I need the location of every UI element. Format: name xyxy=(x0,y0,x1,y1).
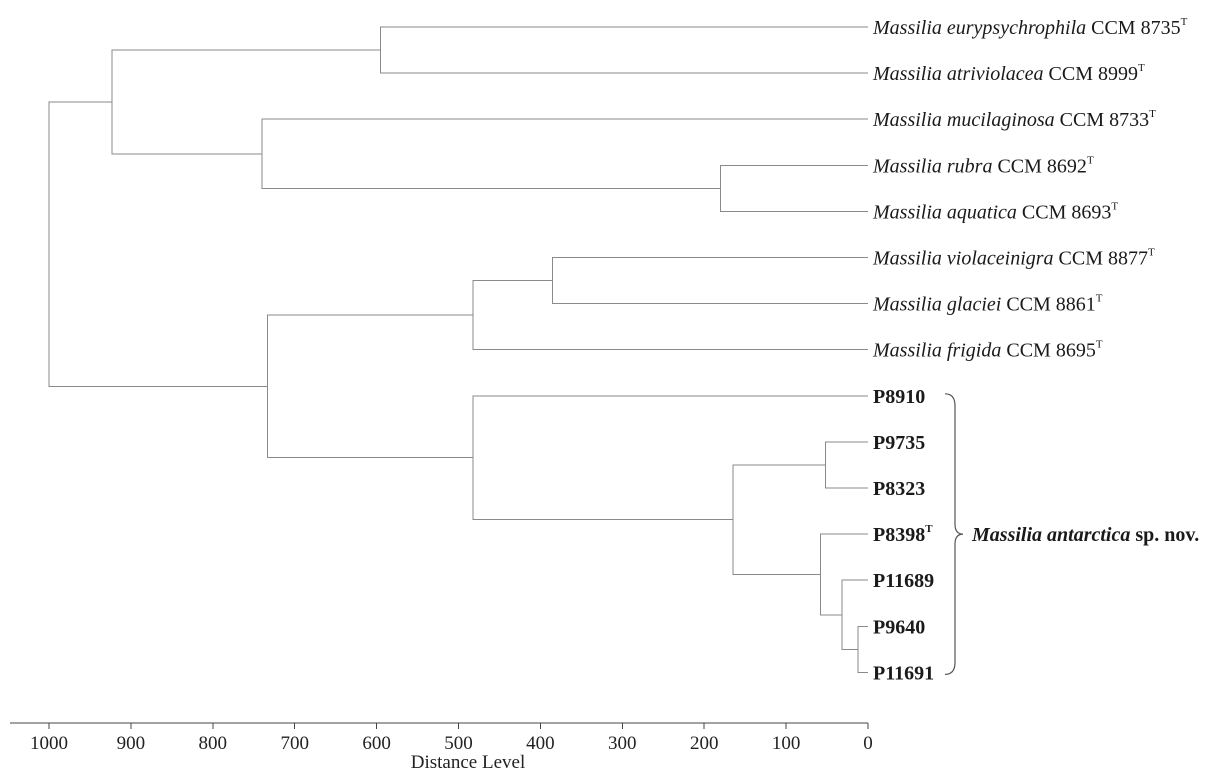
leaf-label: Massilia atriviolacea CCM 8999T xyxy=(872,62,1145,85)
leaf-labels: Massilia eurypsychrophila CCM 8735T Massi… xyxy=(872,16,1188,684)
leaf-label: Massilia violaceinigra CCM 8877T xyxy=(872,247,1155,270)
tick-label: 400 xyxy=(526,733,555,754)
tick-label: 300 xyxy=(608,733,637,754)
branch-merge-10 xyxy=(732,464,826,575)
branch-merge-13 xyxy=(48,101,268,387)
branch-merge-3 xyxy=(111,49,381,155)
dendrogram-branches xyxy=(48,26,868,673)
leaf-label: P11691 xyxy=(873,662,934,684)
tick-label: 1000 xyxy=(30,733,68,754)
leaf-label: Massilia aquatica CCM 8693T xyxy=(872,200,1118,223)
leaf-label: P11689 xyxy=(873,570,934,592)
tick-label: 500 xyxy=(444,733,473,754)
leaf-label: Massilia eurypsychrophila CCM 8735T xyxy=(872,16,1188,39)
branch-merge-6 xyxy=(824,441,868,489)
group-annotation: Massilia antarctica sp. nov. xyxy=(944,393,1199,675)
branch-merge-11 xyxy=(472,395,868,521)
branch-merge-7 xyxy=(857,625,868,673)
leaf-label: Massilia frigida CCM 8695T xyxy=(872,339,1103,362)
leaf-label: Massilia mucilaginosa CCM 8733T xyxy=(872,108,1156,131)
axis-title: Distance Level xyxy=(411,752,525,773)
branch-merge-5 xyxy=(472,280,868,351)
branch-merge-0 xyxy=(380,26,868,74)
leaf-label: Massilia rubra CCM 8692T xyxy=(872,154,1094,177)
group-brace xyxy=(944,393,964,675)
branch-merge-12 xyxy=(267,314,474,459)
leaf-label: P8398T xyxy=(873,523,933,546)
branch-merge-2 xyxy=(261,118,868,189)
group-label: Massilia antarctica sp. nov. xyxy=(971,524,1199,546)
leaf-label: Massilia glaciei CCM 8861T xyxy=(872,293,1103,316)
branch-merge-9 xyxy=(819,533,868,616)
branch-merge-8 xyxy=(841,579,868,650)
leaf-label: P8323 xyxy=(873,478,925,500)
tick-label: 0 xyxy=(863,733,873,754)
tick-label: 700 xyxy=(280,733,309,754)
distance-axis: 1000 900 800 700 600 500 400 300 200 100 0 xyxy=(10,722,873,754)
leaf-label: P9735 xyxy=(873,432,925,454)
tick-label: 100 xyxy=(772,733,801,754)
tick-label: 800 xyxy=(199,733,228,754)
branch-merge-1 xyxy=(720,164,868,212)
branch-merge-4 xyxy=(552,257,868,305)
leaf-label: P9640 xyxy=(873,616,925,638)
tick-label: 200 xyxy=(690,733,719,754)
tick-label: 600 xyxy=(362,733,391,754)
leaf-label: P8910 xyxy=(873,386,925,408)
tick-label: 900 xyxy=(117,733,146,754)
